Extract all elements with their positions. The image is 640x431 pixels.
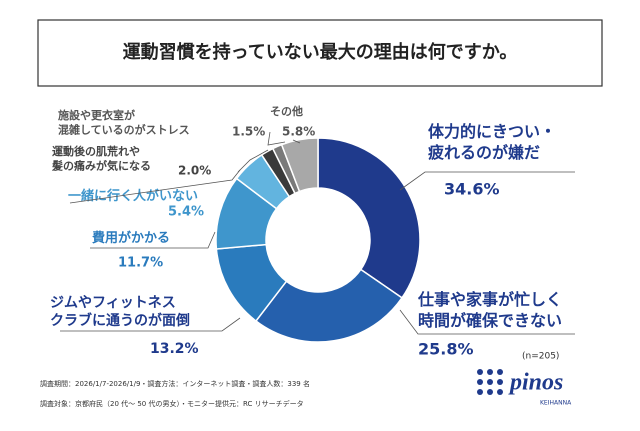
category-label: 仕事や家事が忙しく時間が確保できない <box>417 290 562 330</box>
logo-name: pinos <box>508 370 563 396</box>
leader-line <box>90 231 216 249</box>
logo-sub: KEIHANNA <box>540 400 572 407</box>
value-label: 13.2% <box>150 341 199 357</box>
value-label: 5.8% <box>282 125 315 139</box>
value-label: 1.5% <box>232 125 265 139</box>
leader-line <box>267 131 286 146</box>
logo: pinos KEIHANNA <box>477 369 572 407</box>
category-label: 施設や更衣室が混雑しているのがストレス <box>58 108 190 136</box>
logo-dots <box>477 369 503 395</box>
leader-line <box>399 309 575 335</box>
value-label: 5.4% <box>168 205 204 220</box>
leader-line <box>237 149 269 173</box>
donut-slice <box>317 137 421 299</box>
value-label: 11.7% <box>118 256 163 271</box>
category-label: 体力的にきつい・疲れるのが嫌だ <box>428 122 556 162</box>
category-label: その他 <box>270 104 303 118</box>
sample-note: (n=205) <box>522 352 559 362</box>
leader-line <box>69 169 241 204</box>
leader-line <box>399 171 575 191</box>
donut-slice <box>254 268 404 343</box>
category-label: 運動後の肌荒れや髪の痛みが気になる <box>51 144 151 172</box>
donut-slice <box>280 137 319 193</box>
chart-title: 運動習慣を持っていない最大の理由は何ですか。 <box>123 41 518 63</box>
category-label: 費用がかかる <box>92 230 170 246</box>
leader-line <box>292 139 301 144</box>
leader-line <box>60 317 241 332</box>
value-label: 34.6% <box>444 180 500 199</box>
footer-note: 調査期間：2026/1/7-2026/1/9・調査方法：インターネット調査・調査… <box>40 379 310 388</box>
value-label: 25.8% <box>418 340 474 359</box>
labels: 体力的にきつい・疲れるのが嫌だ 34.6% 仕事や家事が忙しく時間が確保できない 25… <box>50 104 575 359</box>
title-box <box>37 19 603 87</box>
footer-note: 調査対象：京都府民（20 代～ 50 代の男女）・モニター提供元：RC リサーチ… <box>40 399 304 408</box>
category-label: ジムやフィットネスクラブに通うのが面倒 <box>50 295 190 329</box>
category-label: 一緒に行く人がいない <box>68 188 198 204</box>
value-label: 2.0% <box>178 164 211 178</box>
